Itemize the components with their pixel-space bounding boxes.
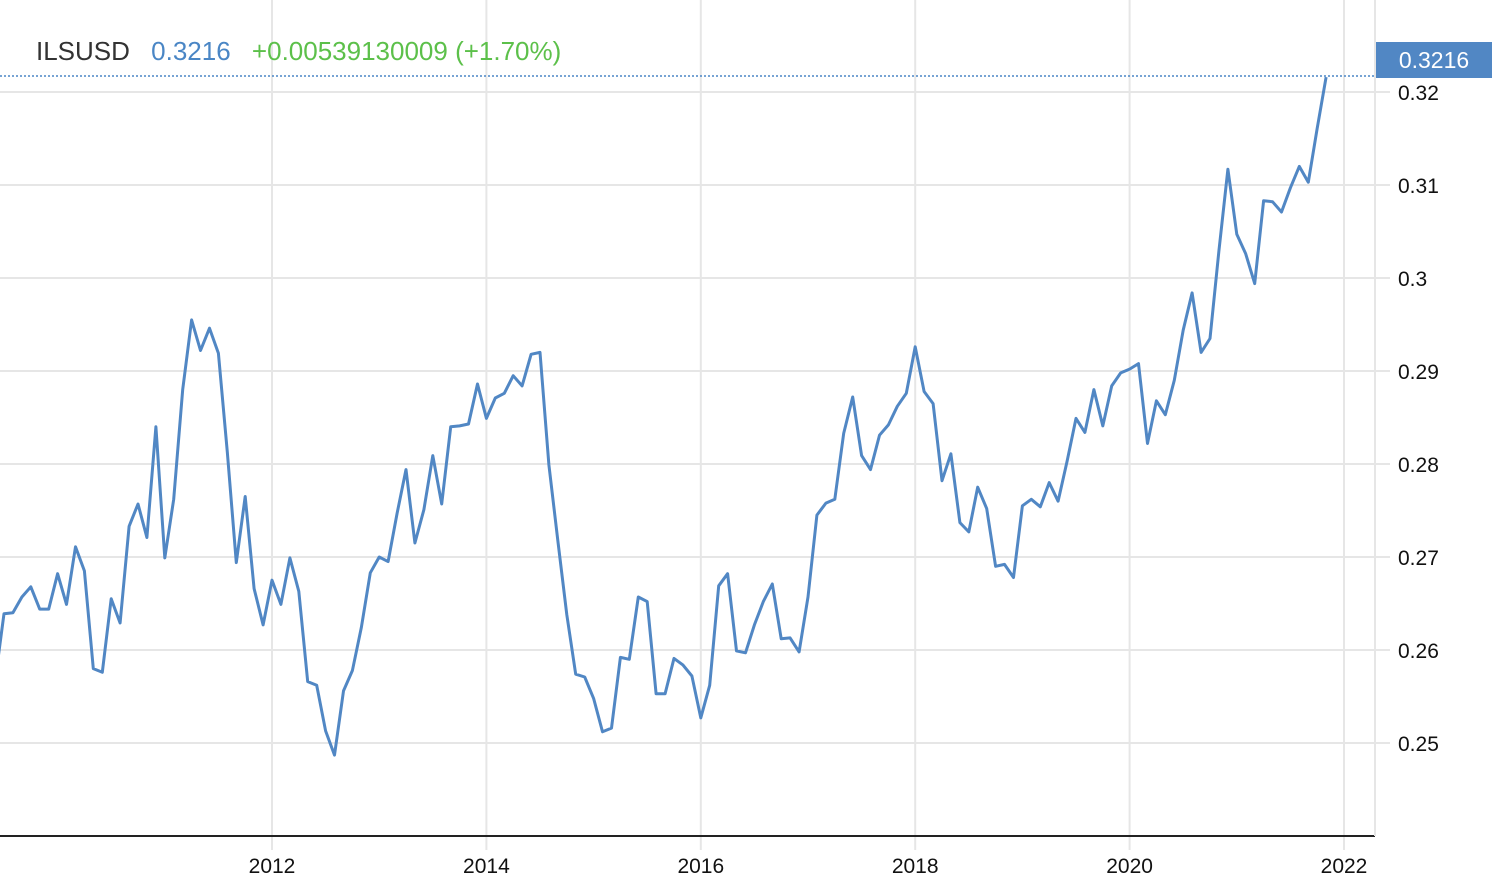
y-tick-label: 0.27 <box>1398 547 1439 570</box>
y-tick-label: 0.29 <box>1398 361 1439 384</box>
grid <box>0 0 1390 850</box>
y-tick-label: 0.28 <box>1398 454 1439 477</box>
y-tick-label: 0.26 <box>1398 640 1439 663</box>
price-label: 0.3216 <box>151 36 231 66</box>
tick-labels: 0.25 0.26 0.27 0.28 0.29 0.3 0.31 0.32 2012 2014 2… <box>249 82 1439 878</box>
y-tick-label: 0.31 <box>1398 175 1439 198</box>
last-value-badge: 0.3216 <box>1376 42 1492 78</box>
series-line-ilsusd <box>0 76 1328 757</box>
x-tick-label: 2020 <box>1106 855 1153 878</box>
data-points <box>3 77 1327 756</box>
symbol-label: ILSUSD <box>36 36 130 66</box>
x-tick-label: 2014 <box>463 855 510 878</box>
y-tick-label: 0.25 <box>1398 733 1439 756</box>
y-tick-label: 0.3 <box>1398 268 1427 291</box>
x-tick-label: 2016 <box>677 855 724 878</box>
y-tick-label: 0.32 <box>1398 82 1439 105</box>
change-label: +0.00539130009 (+1.70%) <box>251 36 562 66</box>
chart-header: ILSUSD 0.3216 +0.00539130009 (+1.70%) <box>36 36 575 67</box>
x-tick-label: 2022 <box>1321 855 1368 878</box>
x-tick-label: 2012 <box>249 855 296 878</box>
x-tick-label: 2018 <box>892 855 939 878</box>
